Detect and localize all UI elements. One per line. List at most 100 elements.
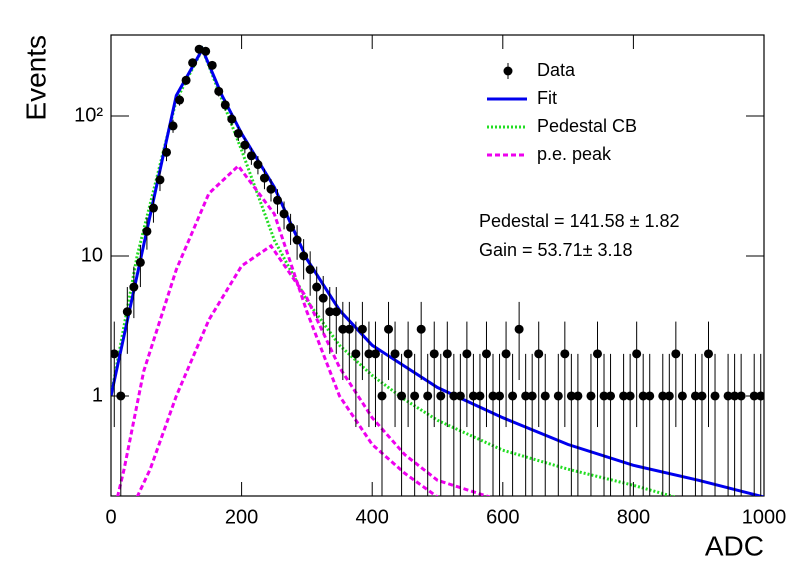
data-point [710, 391, 720, 401]
legend-label: Pedestal CB [537, 116, 637, 136]
data-point [416, 324, 426, 334]
data-point [351, 349, 361, 359]
data-point [690, 391, 700, 401]
data-point [135, 257, 145, 267]
data-point [423, 391, 433, 401]
data-point [481, 349, 491, 359]
data-point [540, 391, 550, 401]
data-point [442, 349, 452, 359]
data-point [148, 203, 158, 213]
data-point [364, 349, 374, 359]
x-tick-label: 200 [225, 506, 258, 528]
data-point [312, 282, 322, 292]
data-point [220, 100, 230, 110]
plot-frame [110, 34, 765, 497]
plot-area [111, 44, 764, 496]
data-point [397, 391, 407, 401]
data-point [325, 307, 335, 317]
data-point [122, 307, 132, 317]
data-point [508, 391, 518, 401]
data-point [697, 391, 707, 401]
x-tick-label: 600 [486, 506, 519, 528]
data-point [305, 265, 315, 275]
data-point [233, 128, 243, 138]
data-point [592, 349, 602, 359]
data-point [214, 86, 224, 96]
legend-label: Fit [537, 88, 557, 108]
data-point [129, 282, 139, 292]
data-point [495, 391, 505, 401]
data-point [155, 175, 165, 185]
data-point [410, 391, 420, 401]
x-tick-label: 400 [356, 506, 389, 528]
fit-curve [111, 45, 677, 496]
data-point [638, 391, 648, 401]
data-point [677, 391, 687, 401]
data-point [181, 75, 191, 85]
data-point [449, 391, 459, 401]
data-point [273, 195, 283, 205]
data-point [560, 349, 570, 359]
data-point [168, 121, 178, 131]
data-point [658, 391, 668, 401]
data-point [370, 349, 380, 359]
data-point [436, 391, 446, 401]
data-point [671, 349, 681, 359]
data-point [475, 391, 485, 401]
data-point [246, 151, 256, 161]
fit-curve [116, 163, 439, 496]
data-point [188, 58, 198, 68]
fit-curve [135, 243, 491, 496]
data-point [259, 173, 269, 183]
data-point [286, 222, 296, 232]
data-point [736, 391, 746, 401]
data-point [703, 349, 713, 359]
data-point [331, 307, 341, 317]
y-tick-label: 10 [81, 244, 103, 266]
data-point [266, 184, 276, 194]
data-point [292, 235, 302, 245]
data-point [299, 251, 309, 261]
data-point [566, 391, 576, 401]
y-tick-label: 10² [74, 104, 103, 126]
data-point [462, 349, 472, 359]
data-point [201, 46, 211, 56]
data-point [534, 349, 544, 359]
data-point [384, 324, 394, 334]
data-point [553, 391, 563, 401]
data-point [730, 391, 740, 401]
data-point [111, 349, 119, 359]
data-point [619, 391, 629, 401]
data-point [390, 349, 400, 359]
data-point [527, 391, 537, 401]
y-axis-label: Events [20, 35, 51, 121]
data-point [240, 140, 250, 150]
data-point [586, 391, 596, 401]
data-point [573, 391, 583, 401]
data-point [175, 95, 185, 105]
data-point [468, 391, 478, 401]
data-point [521, 391, 531, 401]
data-point [645, 391, 655, 401]
data-point [162, 147, 172, 157]
data-point [625, 391, 635, 401]
data-point [338, 324, 348, 334]
data-point [279, 209, 289, 219]
data-point [455, 391, 465, 401]
legend-label: Data [537, 60, 576, 80]
fit-curve [111, 45, 764, 496]
data-point [207, 60, 217, 70]
annotation: Pedestal = 141.58 ± 1.82 [479, 211, 680, 231]
data-point [403, 349, 413, 359]
data-point [253, 160, 263, 170]
data-point [318, 293, 328, 303]
y-tick-label: 1 [92, 384, 103, 406]
data-point [664, 391, 674, 401]
x-tick-label: 0 [105, 506, 116, 528]
data-point [227, 114, 237, 124]
data-point [632, 349, 642, 359]
data-point [357, 324, 367, 334]
data-point [344, 324, 354, 334]
x-tick-label: 1000 [742, 506, 787, 528]
